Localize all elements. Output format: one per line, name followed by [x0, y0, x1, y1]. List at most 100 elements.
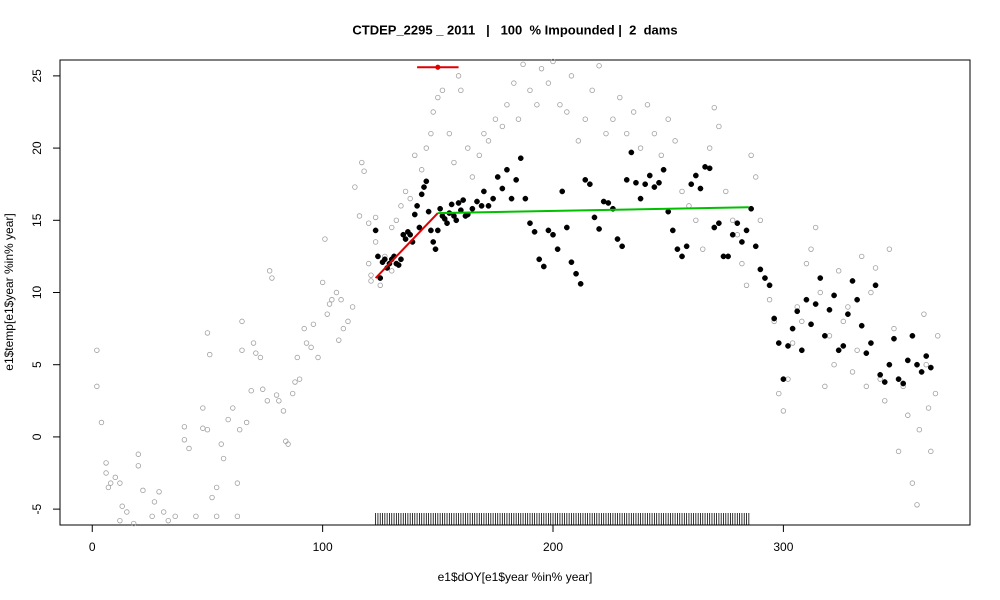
data-point [739, 239, 745, 245]
y-tick-label: 15 [30, 213, 44, 227]
data-point [803, 296, 810, 303]
background-point [243, 419, 250, 426]
data-point [775, 340, 782, 346]
data-point [918, 369, 925, 375]
data-point [858, 322, 865, 329]
data-point [909, 332, 916, 339]
data-point [669, 227, 676, 234]
data-point [849, 278, 856, 284]
background-point [165, 517, 171, 524]
background-point [582, 116, 588, 122]
background-point [352, 184, 358, 190]
background-point [340, 325, 347, 332]
background-point [393, 217, 400, 223]
data-point [508, 195, 515, 202]
background-point [511, 80, 517, 86]
background-point [564, 109, 570, 115]
background-point [131, 520, 137, 527]
background-point [545, 80, 552, 86]
background-point [103, 470, 109, 476]
background-point [213, 513, 220, 520]
background-point [260, 386, 266, 392]
data-point [494, 174, 501, 180]
background-point [322, 236, 328, 242]
background-point [716, 123, 722, 130]
data-point [683, 243, 690, 250]
data-point [900, 380, 907, 387]
background-point [923, 362, 929, 368]
background-point [916, 426, 923, 433]
background-point [485, 138, 492, 144]
background-point [481, 130, 487, 137]
background-point [349, 304, 356, 310]
background-point [372, 214, 379, 221]
background-point [289, 390, 296, 397]
y-tick-label: 25 [30, 69, 44, 83]
data-point [886, 361, 893, 368]
data-point [863, 350, 870, 357]
background-point [149, 513, 155, 520]
background-point [234, 480, 241, 486]
background-point [257, 354, 264, 361]
background-point [94, 347, 100, 353]
data-point [628, 149, 635, 156]
background-point [407, 195, 413, 202]
background-point [753, 174, 759, 180]
background-point [817, 289, 823, 296]
data-point [877, 371, 884, 378]
data-point [757, 266, 764, 273]
background-point [225, 416, 231, 423]
data-point [536, 256, 543, 263]
data-point [656, 179, 662, 186]
background-point [264, 398, 271, 404]
background-point [333, 289, 340, 296]
data-point [395, 262, 402, 268]
background-point [338, 297, 344, 303]
background-point [160, 509, 167, 515]
background-point [269, 275, 275, 281]
data-point [729, 231, 736, 238]
background-point [766, 297, 773, 303]
data-point [416, 224, 423, 231]
data-point [840, 343, 847, 349]
data-point [697, 185, 704, 192]
background-point [356, 213, 363, 219]
fit-line [374, 212, 439, 279]
data-point [540, 263, 547, 270]
background-point [780, 408, 787, 414]
background-point [368, 272, 374, 278]
data-point [605, 200, 612, 206]
background-point [499, 123, 506, 130]
background-point [207, 351, 213, 358]
background-point [336, 337, 342, 343]
background-point [117, 517, 123, 524]
background-point [458, 87, 464, 94]
data-point [789, 325, 796, 332]
data-point [563, 224, 570, 231]
background-point [515, 116, 522, 122]
background-point [730, 217, 736, 223]
background-point [849, 369, 856, 375]
background-point [446, 130, 453, 137]
background-point [520, 61, 526, 68]
background-point [886, 246, 893, 252]
data-point [517, 155, 524, 162]
data-point [448, 201, 455, 208]
background-point [435, 94, 441, 101]
data-point [762, 275, 768, 281]
background-point [845, 304, 851, 310]
data-point [835, 347, 842, 354]
background-point [200, 425, 206, 431]
background-point [181, 424, 188, 430]
background-point [94, 383, 100, 390]
data-point [868, 340, 874, 346]
background-point [891, 325, 897, 332]
background-point [905, 412, 911, 418]
data-point [785, 343, 791, 349]
background-point [230, 405, 236, 411]
background-point [213, 484, 220, 491]
background-point [808, 246, 814, 252]
data-point [688, 181, 695, 188]
background-point [119, 503, 125, 509]
background-point [209, 494, 215, 501]
